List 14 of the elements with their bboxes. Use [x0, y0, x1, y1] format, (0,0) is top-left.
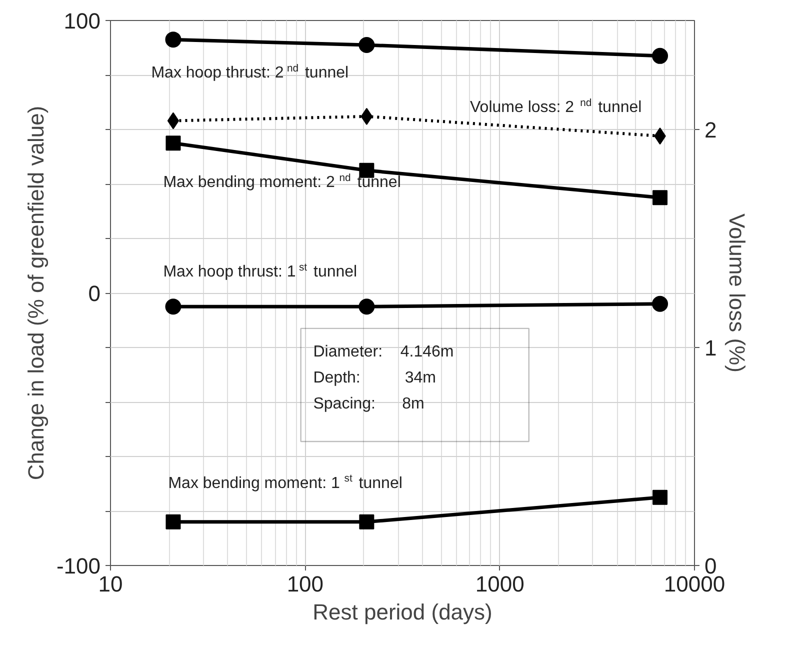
y2-axis-title: Volume loss (%): [724, 214, 750, 372]
x-tick-label: 100: [286, 572, 324, 596]
y-axis-title: Change in load (% of greenfield value): [23, 106, 48, 480]
x-tick-label: 1000: [475, 572, 524, 596]
y-tick-label: -100: [56, 554, 101, 578]
annotation: Diameter: 4.146m: [313, 343, 454, 360]
annotation: Spacing: 8m: [313, 395, 424, 412]
y-tick-label: 100: [64, 8, 101, 34]
annotation: Depth: 34m: [313, 369, 436, 386]
y2-tick-label: 2: [704, 118, 717, 142]
x-tick-label: 10: [98, 572, 123, 596]
y2-tick-label: 1: [704, 336, 717, 360]
x-axis-title: Rest period (days): [312, 600, 492, 624]
y-tick-label: 0: [88, 281, 101, 306]
